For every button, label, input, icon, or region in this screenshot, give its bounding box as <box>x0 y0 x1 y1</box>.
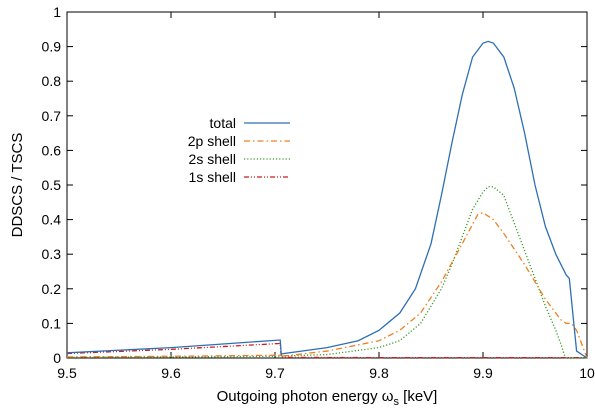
x-tick-label: 9.7 <box>265 365 285 381</box>
y-tick-label: 1 <box>53 4 61 20</box>
x-tick-label: 9.8 <box>369 365 389 381</box>
series-line-1s-shell <box>66 342 587 359</box>
x-tick-label: 9.9 <box>473 365 493 381</box>
x-tick-label: 10 <box>579 365 595 381</box>
y-tick-label: 0.4 <box>42 212 62 228</box>
y-axis-label: DDSCS / TSCS <box>9 133 26 238</box>
series-line-2s-shell <box>66 186 587 359</box>
legend: total 2p shell 2s shell 1s shell <box>188 115 290 185</box>
y-tick-label: 0.1 <box>42 315 62 331</box>
legend-label: total <box>210 115 236 131</box>
legend-label: 1s shell <box>189 169 236 185</box>
series-line-2p-shell <box>66 211 588 359</box>
y-tick-label: 0.9 <box>42 39 62 55</box>
x-axis-label-subscript: s <box>393 396 399 408</box>
legend-label: 2p shell <box>188 133 236 149</box>
series-line-total <box>66 40 588 359</box>
x-axis-label-unit: [keV] <box>399 388 437 405</box>
y-tick-label: 0.5 <box>42 177 62 193</box>
legend-label: 2s shell <box>189 151 236 167</box>
y-tick-label: 0.3 <box>42 246 62 262</box>
y-tick-label: 0.6 <box>42 142 62 158</box>
plot-frame <box>66 11 588 359</box>
x-tick-label: 9.6 <box>161 365 181 381</box>
y-tick-label: 0.8 <box>42 73 62 89</box>
y-tick-label: 0.2 <box>42 281 62 297</box>
axis-ticks: 9.5 9.6 9.7 9.8 9.9 10 0 0.1 0.2 0.3 0.4 0.5 0.6 0.7 0… <box>42 4 595 381</box>
x-axis-label: Outgoing photon energy ωs [keV] <box>217 388 438 408</box>
x-tick-label: 9.5 <box>57 365 77 381</box>
series-lines <box>66 40 588 359</box>
y-tick-label: 0.7 <box>42 108 62 124</box>
y-tick-label: 0 <box>53 350 61 366</box>
